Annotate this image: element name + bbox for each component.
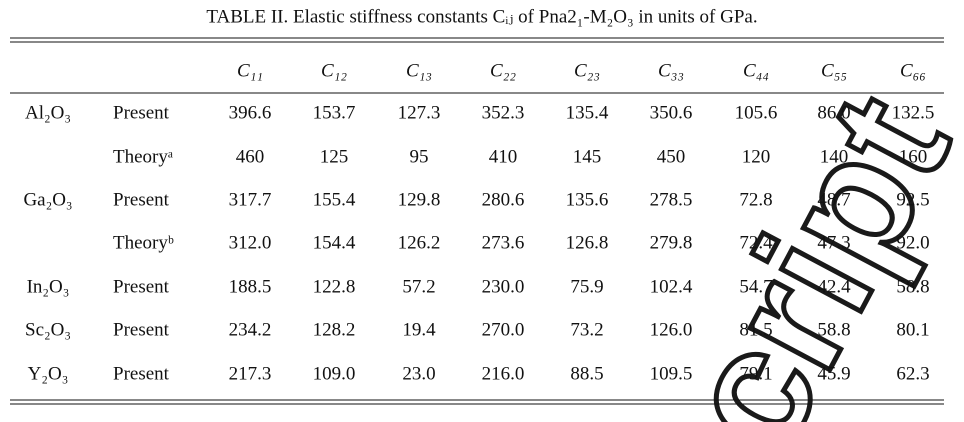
cell: 128.2 [313, 319, 356, 340]
cell: 135.6 [566, 189, 609, 210]
cell: 273.6 [482, 232, 525, 253]
cell: 88.5 [570, 363, 603, 384]
cell: 234.2 [229, 319, 272, 340]
cell: 45.9 [817, 363, 850, 384]
cell: 145 [573, 146, 602, 167]
method: Theoryᵇ [113, 232, 174, 253]
column-header: C₄₄ [743, 60, 769, 81]
cell: 72.4 [739, 232, 773, 253]
cell: 312.0 [229, 232, 272, 253]
method: Theoryᵃ [113, 146, 173, 167]
cell: 102.4 [650, 276, 693, 297]
cell: 47.3 [817, 232, 850, 253]
compound: Sc₂O₃ [25, 319, 71, 340]
column-header: C₃₃ [658, 60, 684, 81]
cell: 126.8 [566, 232, 609, 253]
cell: 79.1 [739, 363, 772, 384]
cell: 105.6 [735, 102, 778, 123]
cell: 129.8 [398, 189, 441, 210]
cell: 73.2 [570, 319, 603, 340]
cell: 57.2 [402, 276, 435, 297]
compound: Al₂O₃ [25, 102, 71, 123]
column-header: C₂₃ [574, 60, 600, 81]
cell: 352.3 [482, 102, 525, 123]
cell: 23.0 [402, 363, 435, 384]
cell: 160 [899, 146, 928, 167]
column-header: C₁₂ [321, 60, 347, 81]
cell: 58.8 [896, 276, 929, 297]
cell: 270.0 [482, 319, 525, 340]
cell: 54.7 [739, 276, 772, 297]
cell: 42.4 [817, 276, 851, 297]
cell: 188.5 [229, 276, 272, 297]
method: Present [113, 363, 170, 384]
cell: 140 [820, 146, 849, 167]
cell: 75.9 [570, 276, 603, 297]
cell: 122.8 [313, 276, 356, 297]
method: Present [113, 276, 170, 297]
cell: 460 [236, 146, 265, 167]
cell: 109.0 [313, 363, 356, 384]
cell: 280.6 [482, 189, 525, 210]
table-caption: TABLE II. Elastic stiffness constants Cᵢ… [206, 6, 757, 27]
method: Present [113, 189, 170, 210]
cell: 72.8 [739, 189, 772, 210]
cell: 350.6 [650, 102, 693, 123]
cell: 92.5 [896, 189, 929, 210]
cell: 126.0 [650, 319, 693, 340]
cell: 396.6 [229, 102, 272, 123]
column-header: C₁₁ [237, 60, 263, 81]
column-header: C₁₃ [406, 60, 432, 81]
cell: 154.4 [313, 232, 356, 253]
cell: 80.1 [896, 319, 929, 340]
cell: 62.3 [896, 363, 929, 384]
cell: 135.4 [566, 102, 609, 123]
method: Present [113, 102, 170, 123]
cell: 450 [657, 146, 686, 167]
cell: 279.8 [650, 232, 693, 253]
cell: 58.8 [817, 319, 850, 340]
column-header: C₆₆ [900, 60, 926, 81]
cell: 19.4 [402, 319, 436, 340]
cell: 125 [320, 146, 349, 167]
cell: 86.0 [817, 102, 850, 123]
cell: 92.0 [896, 232, 929, 253]
compound: Ga₂O₃ [23, 189, 72, 210]
cell: 132.5 [892, 102, 935, 123]
cell: 127.3 [398, 102, 441, 123]
column-header: C₂₂ [490, 60, 516, 81]
cell: 230.0 [482, 276, 525, 297]
cell: 217.3 [229, 363, 272, 384]
cell: 317.7 [229, 189, 272, 210]
compound: Y₂O₃ [28, 363, 69, 384]
cell: 153.7 [313, 102, 356, 123]
cell: 95 [410, 146, 429, 167]
column-header: C₅₅ [821, 60, 847, 81]
method: Present [113, 319, 170, 340]
cell: 109.5 [650, 363, 693, 384]
cell: 410 [489, 146, 518, 167]
compound: In₂O₃ [27, 276, 70, 297]
cell: 126.2 [398, 232, 441, 253]
cell: 216.0 [482, 363, 525, 384]
cell: 48.7 [817, 189, 850, 210]
cell: 155.4 [313, 189, 356, 210]
cell: 120 [742, 146, 771, 167]
cell: 81.5 [739, 319, 772, 340]
cell: 278.5 [650, 189, 693, 210]
